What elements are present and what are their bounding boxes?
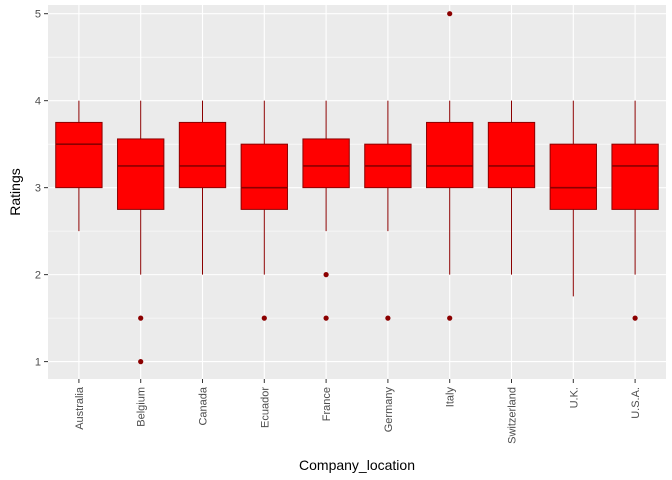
- y-tick-label: 3: [35, 183, 41, 195]
- box-italy: [426, 11, 474, 321]
- y-tick-label: 5: [35, 9, 41, 21]
- outlier-point: [261, 315, 267, 321]
- outlier-point: [447, 315, 453, 321]
- outlier-point: [138, 359, 144, 365]
- x-tick-label: U.S.A.: [630, 387, 642, 419]
- outlier-point: [138, 315, 144, 321]
- y-tick-label: 2: [35, 270, 41, 282]
- y-axis-title: Ratings: [7, 168, 23, 215]
- boxes-layer: [55, 11, 659, 365]
- box-belgium: [117, 100, 165, 365]
- x-axis-ticks: Australia Belgium Canada Ecuador France Germa…: [74, 379, 642, 444]
- x-tick-label: France: [321, 387, 333, 421]
- outlier-point: [385, 315, 391, 321]
- box-iqr: [611, 143, 659, 210]
- y-tick-label: 1: [35, 357, 41, 369]
- outlier-point: [323, 272, 329, 278]
- outlier-point: [323, 315, 329, 321]
- x-tick-label: Australia: [74, 386, 86, 430]
- outlier-point: [632, 315, 638, 321]
- box-canada: [178, 100, 227, 275]
- y-axis-ticks: 1 2 3 4 5: [35, 9, 48, 369]
- box-u-k: [549, 100, 597, 297]
- y-tick-label: 4: [35, 96, 41, 108]
- box-iqr: [178, 121, 227, 189]
- box-switzerland: [487, 100, 536, 275]
- box-australia: [55, 100, 103, 232]
- box-iqr: [487, 121, 536, 189]
- x-tick-label: Germany: [383, 387, 395, 433]
- box-iqr: [549, 143, 597, 210]
- outlier-point: [447, 11, 453, 17]
- x-tick-label: Canada: [198, 386, 210, 425]
- box-iqr: [117, 138, 165, 210]
- box-germany: [364, 100, 412, 321]
- box-u-s-a: [611, 100, 659, 321]
- x-tick-label: Ecuador: [259, 387, 271, 428]
- box-ecuador: [240, 100, 288, 321]
- box-iqr: [302, 138, 350, 189]
- x-tick-label: Italy: [445, 387, 457, 408]
- box-iqr: [240, 143, 288, 210]
- x-tick-label: Switzerland: [507, 387, 519, 444]
- box-iqr: [426, 121, 474, 189]
- x-tick-label: U.K.: [568, 387, 580, 408]
- box-iqr: [55, 121, 103, 189]
- x-axis-title: Company_location: [299, 457, 415, 473]
- x-tick-label: Belgium: [136, 387, 148, 427]
- box-france: [302, 100, 350, 321]
